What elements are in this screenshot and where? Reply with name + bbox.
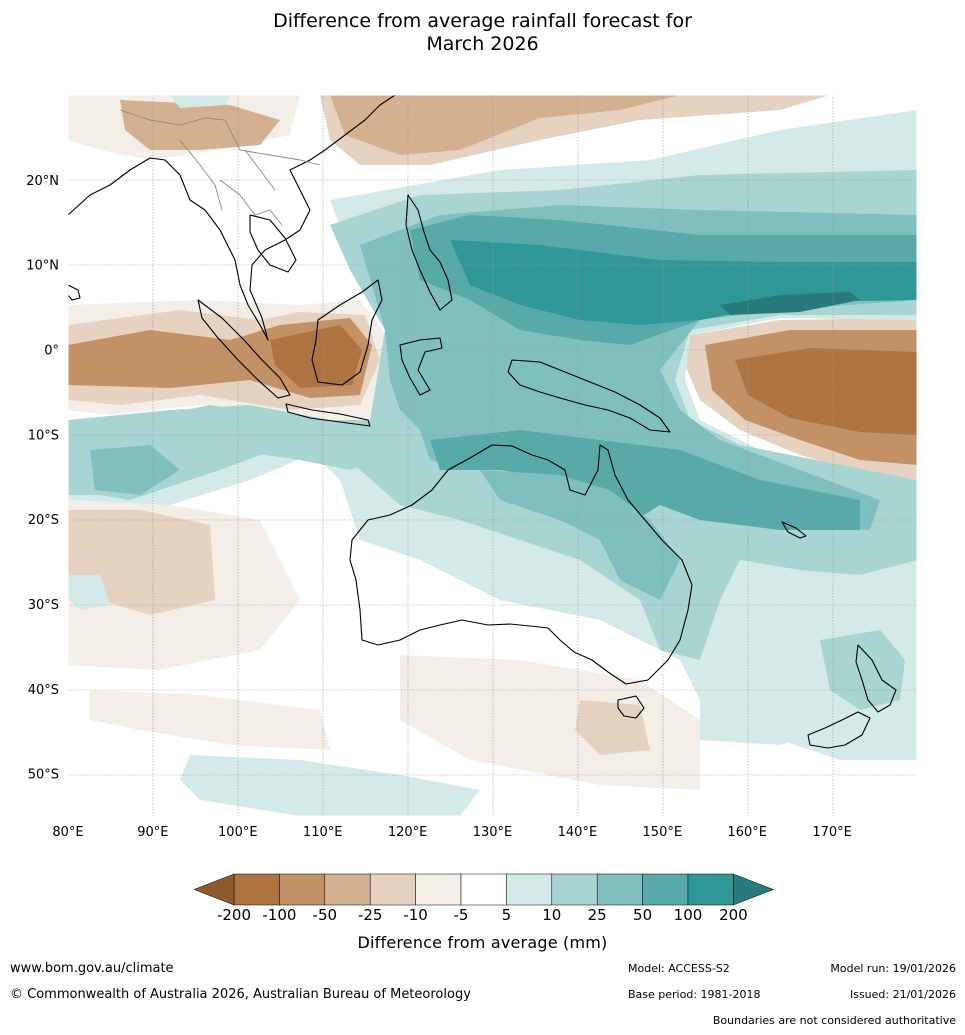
- boundary-himalaya: [119, 109, 321, 166]
- x-tick-label: 140°E: [558, 825, 598, 840]
- coastline-java: [285, 403, 371, 427]
- coastlines: [68, 95, 897, 749]
- colorbar-tick-label: 200: [719, 906, 748, 924]
- colorbar-tick-label: 5: [501, 906, 512, 924]
- copyright-text: © Commonwealth of Australia 2026, Austra…: [10, 987, 471, 1002]
- base-period: Base period: 1981-2018: [628, 988, 761, 1001]
- coastline-new-zealand-south: [807, 711, 871, 749]
- colorbar-tick-label: 100: [673, 906, 703, 924]
- x-tick-label: 80°E: [52, 825, 83, 840]
- rainfall-anomaly-field: [68, 95, 917, 816]
- wet-region-bay-of-bengal-top: [170, 95, 230, 108]
- wet-region-southern-ocean-band: [180, 755, 480, 816]
- x-tick-label: 160°E: [727, 825, 767, 840]
- colorbar-bin: [596, 873, 643, 906]
- y-tick-label: 50°S: [28, 768, 59, 783]
- colorbar-bin: [369, 873, 416, 906]
- colorbar-tick-label: -10: [403, 906, 428, 924]
- wet-region-far-west: [68, 575, 110, 610]
- colorbar-bin: [324, 873, 371, 906]
- colorbar-bin: [279, 873, 326, 906]
- wet-region-pacific-max: [720, 292, 860, 315]
- y-tick-label: 20°S: [28, 513, 59, 528]
- colorbar-tick-label: -200: [216, 906, 252, 924]
- boundary-myanmar: [179, 139, 223, 211]
- coastline-new-guinea: [507, 359, 671, 433]
- y-tick-label: 10°N: [26, 259, 59, 274]
- colorbar-max-arrow: [733, 873, 775, 906]
- wet-region-equatorial-pacific-core: [450, 240, 917, 325]
- x-tick-label: 90°E: [137, 825, 168, 840]
- colorbar-bin: [687, 873, 734, 906]
- colorbar-bin: [551, 873, 598, 906]
- colorbar-min-arrow: [193, 873, 235, 906]
- y-tick-label: 10°S: [28, 428, 59, 443]
- colorbar-bin: [460, 873, 507, 906]
- colorbar-bin: [642, 873, 689, 906]
- x-tick-label: 130°E: [473, 825, 513, 840]
- coastline-new-caledonia: [781, 521, 807, 539]
- wet-region-tasman-inner: [820, 630, 905, 710]
- plot-border: [67, 94, 918, 817]
- y-tick-label: 30°S: [28, 598, 59, 613]
- colorbar-tick-label: -50: [312, 906, 338, 924]
- coastline-asia-mainland: [68, 95, 396, 341]
- colorbar: [193, 873, 775, 906]
- wet-region-coral-sea: [430, 430, 860, 530]
- model-run-date: Model run: 19/01/2026: [830, 962, 956, 975]
- colorbar-tick-label: 10: [542, 906, 562, 924]
- y-tick-label: 20°N: [26, 174, 59, 189]
- dry-region-southern-ocean: [400, 655, 700, 790]
- wet-region-north-australia: [480, 470, 680, 600]
- colorbar-title: Difference from average (mm): [357, 933, 608, 952]
- x-tick-label: 120°E: [388, 825, 428, 840]
- dry-region-far-south: [90, 690, 330, 750]
- colorbar-tick-label: 25: [587, 906, 607, 924]
- model-name: Model: ACCESS-S2: [628, 962, 730, 975]
- dry-region-south-indian-ocean-inner: [68, 510, 215, 615]
- coastline-new-zealand-north: [855, 644, 897, 713]
- coastline-tasmania: [617, 695, 645, 719]
- boundaries-disclaimer: Boundaries are not considered authoritat…: [712, 1014, 956, 1027]
- coastline-sri-lanka: [68, 284, 81, 301]
- coastline-australia: [349, 444, 693, 685]
- dry-region-china-inner: [330, 95, 680, 155]
- x-tick-label: 100°E: [218, 825, 258, 840]
- coastline-sumatra: [197, 299, 291, 399]
- y-axis-ticks: 20°N 10°N 0° 10°S 20°S 30°S 40°S 50°S: [26, 174, 59, 783]
- map-title: Difference from average rainfall forecas…: [0, 10, 965, 56]
- coastline-sulawesi: [399, 337, 443, 396]
- x-tick-label: 150°E: [643, 825, 683, 840]
- colorbar-bin: [233, 873, 280, 906]
- colorbar-bin: [506, 873, 553, 906]
- dry-region-borneo-core: [270, 325, 362, 388]
- colorbar-tick-label: -100: [262, 906, 297, 924]
- x-tick-label: 110°E: [303, 825, 343, 840]
- graticule: [68, 95, 917, 816]
- map-title-line1: Difference from average rainfall forecas…: [273, 10, 692, 32]
- y-tick-label: 40°S: [28, 683, 59, 698]
- y-tick-label: 0°: [44, 343, 59, 358]
- coastline-philippines: [405, 194, 453, 311]
- colorbar-tick-label: 50: [633, 906, 653, 924]
- dry-region-pacific-core: [735, 348, 917, 435]
- issued-date: Issued: 21/01/2026: [849, 988, 956, 1001]
- dry-region-south-asia: [120, 100, 280, 150]
- map-title-line2: March 2026: [426, 33, 539, 55]
- website-link[interactable]: www.bom.gov.au/climate: [10, 961, 174, 976]
- colorbar-tick-label: -25: [357, 906, 383, 924]
- x-tick-label: 170°E: [812, 825, 852, 840]
- x-axis-ticks: 80°E 90°E 100°E 110°E 120°E 130°E 140°E 150°E 16…: [52, 825, 851, 840]
- boundary-vietnam: [244, 149, 276, 191]
- wet-region-indian-ocean-band-inner: [90, 445, 180, 495]
- country-boundaries: [119, 109, 321, 226]
- colorbar-bin: [415, 873, 462, 906]
- colorbar-tick-label: -5: [453, 906, 469, 924]
- dry-region-southern-ocean-inner: [575, 700, 650, 755]
- coastline-borneo: [311, 279, 383, 386]
- coastline-indochina: [249, 214, 297, 273]
- boundary-indochina: [219, 179, 283, 226]
